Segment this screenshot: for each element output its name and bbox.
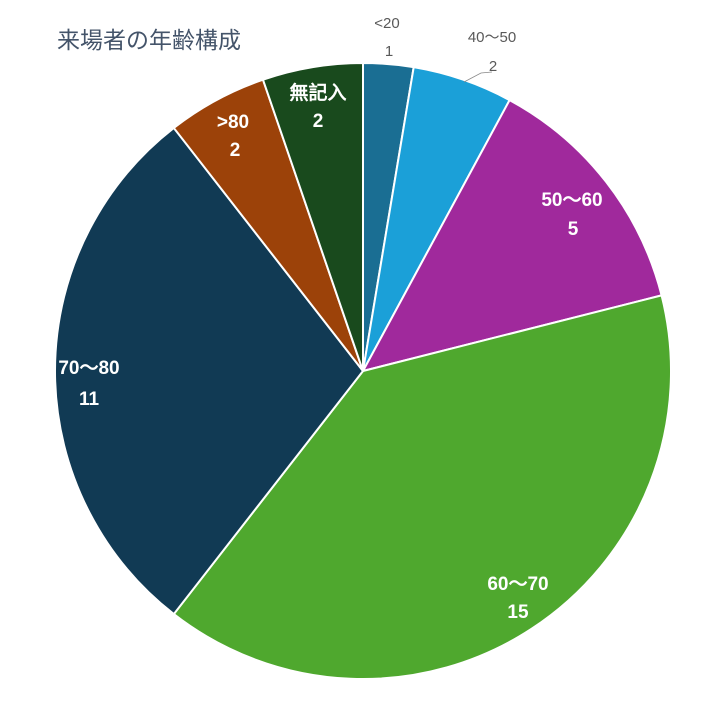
svg-text:40〜50: 40〜50: [468, 29, 516, 46]
svg-text:50〜60: 50〜60: [541, 190, 602, 211]
svg-text:無記入: 無記入: [289, 81, 346, 104]
svg-text:11: 11: [79, 389, 100, 410]
svg-text:<20: <20: [374, 15, 399, 32]
svg-text:5: 5: [568, 219, 579, 240]
svg-text:1: 1: [385, 43, 393, 60]
svg-text:>80: >80: [217, 112, 249, 133]
svg-text:60〜70: 60〜70: [487, 574, 548, 595]
svg-text:2: 2: [230, 140, 241, 161]
svg-text:70〜80: 70〜80: [58, 358, 119, 379]
svg-text:2: 2: [489, 58, 497, 75]
svg-text:15: 15: [507, 602, 529, 623]
svg-text:2: 2: [313, 111, 324, 132]
